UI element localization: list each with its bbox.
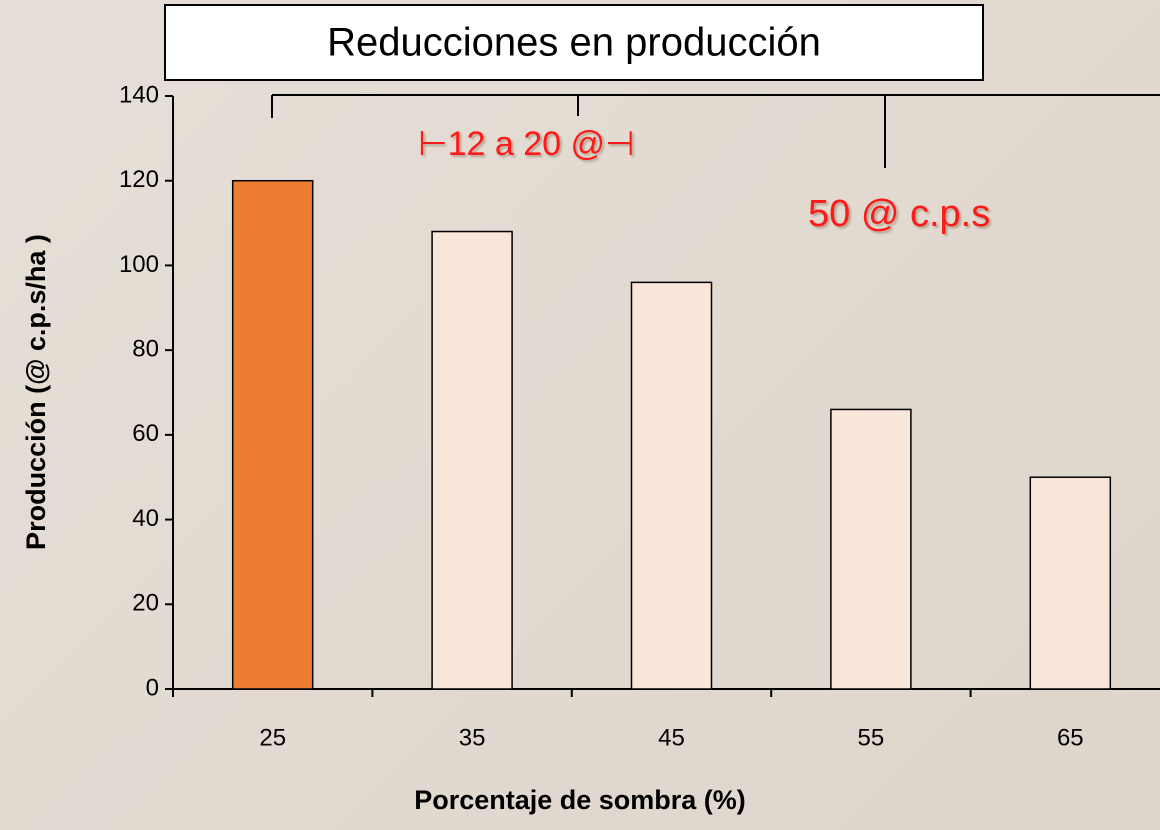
bar bbox=[830, 408, 912, 690]
y-tick-label: 120 bbox=[119, 166, 159, 193]
x-tick-label: 65 bbox=[1057, 724, 1084, 751]
x-tick-label: 35 bbox=[459, 724, 486, 751]
y-tick-label: 80 bbox=[132, 335, 159, 362]
y-tick-label: 40 bbox=[132, 505, 159, 532]
y-tick-label: 20 bbox=[132, 590, 159, 617]
x-tick-label: 25 bbox=[259, 724, 286, 751]
annotation: ⊢12 a 20 @⊣ bbox=[418, 125, 635, 163]
bar bbox=[1029, 476, 1112, 690]
bar bbox=[630, 281, 713, 690]
chart-title: Reducciones en producción bbox=[327, 21, 821, 65]
y-tick-label: 60 bbox=[132, 420, 159, 447]
y-tick-label: 0 bbox=[146, 674, 159, 701]
x-tick-label: 45 bbox=[658, 724, 685, 751]
bracket bbox=[271, 94, 1160, 168]
bar bbox=[231, 179, 314, 690]
annotation: 50 @ c.p.s bbox=[808, 193, 990, 235]
x-tick-label: 55 bbox=[858, 724, 885, 751]
y-axis-label: Producción (@ c.p.s/ha ) bbox=[21, 234, 51, 550]
y-tick-label: 140 bbox=[119, 81, 159, 108]
bar bbox=[431, 230, 513, 690]
title-box bbox=[164, 4, 984, 81]
y-tick-label: 100 bbox=[119, 251, 159, 278]
x-axis-label: Porcentaje de sombra (%) bbox=[414, 785, 746, 815]
